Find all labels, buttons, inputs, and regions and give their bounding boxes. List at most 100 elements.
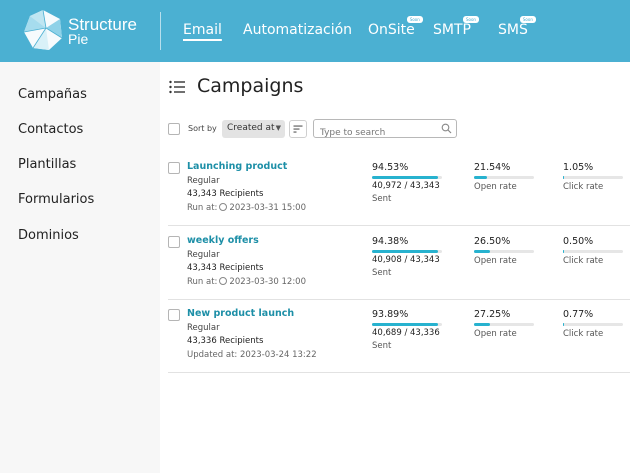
brand-name: Structure Pie xyxy=(68,15,137,47)
sent-percent: 94.38% xyxy=(372,236,409,247)
campaign-name-link[interactable]: New product launch xyxy=(187,308,295,319)
date-label: Run at: xyxy=(187,277,218,287)
click-rate-label: Click rate xyxy=(563,329,604,339)
open-rate-percent: 21.54% xyxy=(474,162,511,173)
campaign-date: Run at: 2023-03-30 12:00 xyxy=(187,277,306,287)
list-icon xyxy=(169,80,185,94)
row-checkbox[interactable] xyxy=(168,309,180,321)
sent-progress-fill xyxy=(372,176,439,179)
date-value: 2023-03-30 12:00 xyxy=(229,277,307,287)
top-header: Structure Pie Email Automatización OnSit… xyxy=(0,0,630,62)
date-label: Run at: xyxy=(187,203,218,213)
sidebar-item-plantillas[interactable]: Plantillas xyxy=(18,157,77,172)
soon-badge: Soon xyxy=(406,16,423,23)
sidebar: Campañas Contactos Plantillas Formulario… xyxy=(0,62,160,473)
sidebar-item-formularios[interactable]: Formularios xyxy=(18,192,95,207)
sidebar-item-campanas[interactable]: Campañas xyxy=(18,87,87,102)
nav-smtp[interactable]: SMTP Soon xyxy=(433,16,479,38)
click-rate-bar xyxy=(563,250,623,253)
sent-progress-bar xyxy=(372,176,442,179)
campaign-row: weekly offers Regular 43,343 Recipients … xyxy=(168,227,630,300)
campaign-name-link[interactable]: Launching product xyxy=(187,161,288,172)
campaign-type: Regular xyxy=(187,250,220,260)
date-value: 2023-03-24 13:22 xyxy=(240,350,317,360)
chevron-down-icon: ▼ xyxy=(275,124,281,132)
campaign-recipients: 43,343 Recipients xyxy=(187,189,264,199)
search-input[interactable] xyxy=(314,124,434,142)
sent-percent: 94.53% xyxy=(372,162,409,173)
campaign-date: Updated at: 2023-03-24 13:22 xyxy=(187,350,317,360)
search-icon[interactable] xyxy=(441,123,452,134)
open-rate-label: Open rate xyxy=(474,256,517,266)
soon-badge: Soon xyxy=(519,16,536,23)
click-rate-fill xyxy=(563,176,564,179)
header-divider xyxy=(160,12,161,50)
clock-icon xyxy=(219,277,228,285)
open-rate-percent: 26.50% xyxy=(474,236,511,247)
soon-badge: Soon xyxy=(463,16,479,23)
nav-onsite-label: OnSite xyxy=(368,22,415,38)
nav-sms[interactable]: SMS Soon xyxy=(498,16,536,38)
sort-select[interactable]: Created at ▼ xyxy=(222,120,285,138)
campaign-row: New product launch Regular 43,336 Recipi… xyxy=(168,300,630,373)
sidebar-item-dominios[interactable]: Dominios xyxy=(18,228,79,243)
nav-sms-label: SMS xyxy=(498,22,528,38)
sort-order-icon xyxy=(293,125,303,133)
campaign-recipients: 43,336 Recipients xyxy=(187,336,264,346)
campaign-recipients: 43,343 Recipients xyxy=(187,263,264,273)
open-rate-fill xyxy=(474,250,490,253)
nav-automatizacion-label: Automatización xyxy=(243,22,353,38)
search-box xyxy=(313,119,457,142)
sort-order-button[interactable] xyxy=(289,120,307,138)
sent-count: 40,689 / 43,336 xyxy=(372,328,440,338)
date-label: Updated at: xyxy=(187,350,238,360)
campaign-type: Regular xyxy=(187,176,220,186)
campaign-name-link[interactable]: weekly offers xyxy=(187,235,259,246)
sort-label: Sort by xyxy=(188,124,217,133)
sent-count: 40,972 / 43,343 xyxy=(372,181,440,191)
sent-percent: 93.89% xyxy=(372,309,409,320)
open-rate-fill xyxy=(474,323,491,326)
click-rate-bar xyxy=(563,323,623,326)
nav-onsite[interactable]: OnSite Soon xyxy=(368,16,423,38)
open-rate-label: Open rate xyxy=(474,182,517,192)
open-rate-percent: 27.25% xyxy=(474,309,511,320)
clock-icon xyxy=(219,203,228,211)
row-checkbox[interactable] xyxy=(168,162,180,174)
nav-email[interactable]: Email xyxy=(183,22,222,38)
open-rate-bar xyxy=(474,250,534,253)
nav-automatizacion[interactable]: Automatización xyxy=(243,22,352,38)
date-value: 2023-03-31 15:00 xyxy=(229,203,307,213)
brand-line-1: Structure xyxy=(68,15,137,34)
open-rate-label: Open rate xyxy=(474,329,517,339)
structure-pie-logo-icon[interactable] xyxy=(22,8,64,52)
click-rate-fill xyxy=(563,250,564,253)
sent-label: Sent xyxy=(372,341,392,351)
click-rate-fill xyxy=(563,323,564,326)
nav-email-label: Email xyxy=(183,22,222,38)
open-rate-bar xyxy=(474,176,534,179)
click-rate-bar xyxy=(563,176,623,179)
nav-smtp-label: SMTP xyxy=(433,22,471,38)
select-all-checkbox[interactable] xyxy=(168,123,180,135)
sent-label: Sent xyxy=(372,194,392,204)
sent-progress-fill xyxy=(372,250,439,253)
click-rate-percent: 0.50% xyxy=(563,236,594,247)
click-rate-label: Click rate xyxy=(563,182,604,192)
click-rate-percent: 0.77% xyxy=(563,309,594,320)
sent-count: 40,908 / 43,343 xyxy=(372,255,440,265)
open-rate-bar xyxy=(474,323,534,326)
click-rate-percent: 1.05% xyxy=(563,162,594,173)
sent-progress-bar xyxy=(372,250,442,253)
click-rate-label: Click rate xyxy=(563,256,604,266)
row-checkbox[interactable] xyxy=(168,236,180,248)
sent-progress-bar xyxy=(372,323,442,326)
open-rate-fill xyxy=(474,176,487,179)
page-title: Campaigns xyxy=(197,75,304,97)
sent-label: Sent xyxy=(372,268,392,278)
sidebar-item-contactos[interactable]: Contactos xyxy=(18,122,84,137)
campaign-row: Launching product Regular 43,343 Recipie… xyxy=(168,153,630,226)
sort-select-value: Created at xyxy=(227,123,275,133)
campaign-date: Run at: 2023-03-31 15:00 xyxy=(187,203,306,213)
main-content: Campaigns Sort by Created at ▼ Launching… xyxy=(160,62,630,473)
